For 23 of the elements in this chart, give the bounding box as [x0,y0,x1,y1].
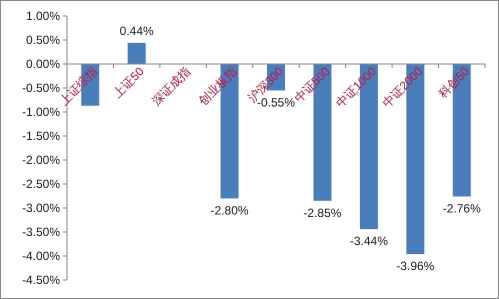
y-tick-label: -2.00% [22,153,60,167]
y-tick-label: -3.50% [22,225,60,239]
x-tick-label: 深证成指 [149,64,194,108]
data-label: -2.80% [210,203,249,218]
y-tick-label: 0.50% [26,33,60,47]
y-tick-label: -4.00% [22,249,60,263]
y-tick-label: 1.00% [26,9,60,23]
data-label: -3.96% [396,259,435,274]
y-tick-label: -4.50% [22,273,60,287]
x-tick-label: 创业板指 [196,64,240,108]
x-tick-label: 科创50 [436,64,472,101]
data-label: -2.76% [442,201,482,216]
y-tick-label: -2.50% [22,177,60,191]
y-tick-label: -1.50% [22,129,60,143]
y-tick-label: -1.00% [22,105,60,119]
y-tick-label: -3.00% [22,201,60,215]
data-label: -3.44% [350,234,388,248]
data-label: -2.85% [303,206,342,220]
data-label: 0.44% [120,24,154,38]
y-tick-label: 0.00% [26,57,60,71]
x-tick-label: 上证50 [110,64,148,101]
y-tick-label: -0.50% [22,81,60,95]
data-label: -0.55% [256,95,296,110]
